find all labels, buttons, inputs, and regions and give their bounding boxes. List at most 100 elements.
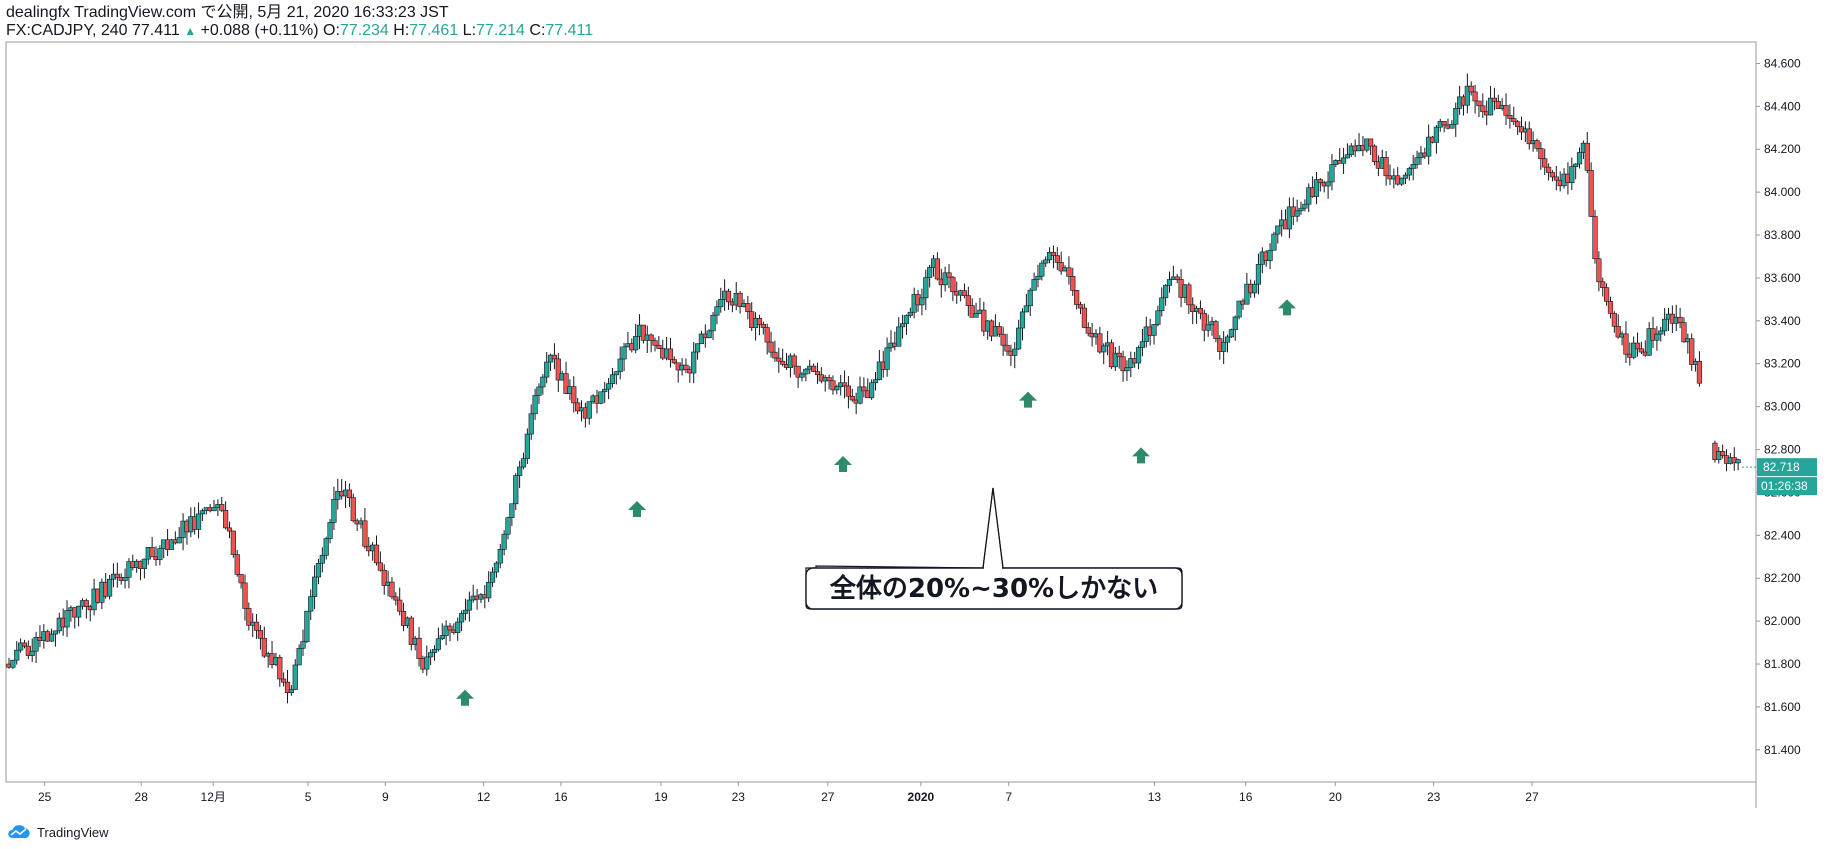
candle-up xyxy=(157,548,163,560)
candle-up xyxy=(884,347,890,370)
arrow-markers-group xyxy=(456,299,1296,706)
candle-down xyxy=(1584,142,1590,171)
candle-down xyxy=(242,582,248,609)
candle-down xyxy=(1050,252,1057,256)
candle-down xyxy=(416,637,422,659)
candle-up xyxy=(1340,157,1347,164)
candle-down xyxy=(841,382,848,387)
candle-down xyxy=(737,292,743,307)
candle-up xyxy=(1046,252,1053,261)
price-tick-label: 84.600 xyxy=(1764,56,1801,70)
candle-down xyxy=(996,326,1002,335)
candle-down xyxy=(393,596,399,601)
last-price-label: 82.718 xyxy=(1763,460,1800,474)
candle-up xyxy=(327,522,333,539)
time-tick-label: 9 xyxy=(382,790,389,804)
candle-down xyxy=(1604,287,1610,302)
candle-down xyxy=(246,608,252,626)
candle-up xyxy=(706,330,712,339)
candle-down xyxy=(725,290,732,303)
candle-up xyxy=(462,609,469,614)
time-tick-label: 16 xyxy=(554,790,568,804)
time-axis[interactable]: 25 28 12月 5 9 12 16 19 23 27 2020 7 13 16 20 23 27 xyxy=(38,782,1539,804)
time-tick-label: 19 xyxy=(654,790,668,804)
candle-up xyxy=(1325,181,1331,187)
candle-up xyxy=(1135,347,1142,364)
candle-up xyxy=(486,581,492,599)
candle-down xyxy=(114,573,120,578)
candle-down xyxy=(1472,91,1478,102)
candle-up xyxy=(211,507,217,512)
candle-up xyxy=(528,413,534,435)
time-tick-label: 16 xyxy=(1239,790,1253,804)
candle-down xyxy=(219,504,225,511)
candle-down xyxy=(1476,100,1482,107)
candle-down xyxy=(764,327,770,343)
candle-down xyxy=(1681,322,1687,343)
candle-down xyxy=(346,489,353,498)
candle-down xyxy=(826,377,832,382)
up-arrow-icon xyxy=(834,455,852,472)
candle-up xyxy=(18,642,24,651)
candle-down xyxy=(238,574,244,584)
candle-up xyxy=(907,311,913,316)
candle-down xyxy=(149,546,155,558)
candle-up xyxy=(536,386,542,396)
candle-down xyxy=(756,318,763,325)
candle-up xyxy=(1163,285,1169,299)
candle-up xyxy=(1275,225,1281,235)
candle-down xyxy=(1542,158,1548,168)
candle-up xyxy=(513,475,519,505)
candle-down xyxy=(1592,216,1598,260)
candle-down xyxy=(1623,333,1629,355)
candle-down xyxy=(1000,333,1006,346)
candle-up xyxy=(64,610,70,628)
candle-down xyxy=(1174,276,1180,280)
candle-up xyxy=(903,315,910,324)
candle-down xyxy=(640,324,647,341)
time-tick-label: 12月 xyxy=(201,790,226,804)
change-value: +0.088 (+0.11%) xyxy=(200,22,319,39)
price-axis[interactable]: 84.600 84.400 84.200 84.000 83.800 83.600 83.4… xyxy=(1756,56,1801,757)
candle-up xyxy=(609,374,616,384)
candle-down xyxy=(257,630,264,639)
candle-up xyxy=(106,578,113,597)
candle-up xyxy=(927,267,933,278)
candle-down xyxy=(230,530,236,555)
candle-up xyxy=(1344,154,1351,159)
candle-down xyxy=(1054,255,1060,263)
candle-up xyxy=(1569,166,1575,184)
candle-up xyxy=(1221,341,1227,352)
candle-down xyxy=(811,365,817,372)
candle-up xyxy=(1449,123,1455,129)
candle-up xyxy=(1043,259,1049,264)
candle-down xyxy=(652,340,658,346)
candle-up xyxy=(1139,341,1146,348)
chart-frame xyxy=(5,41,1757,783)
candle-up xyxy=(691,351,697,374)
candle-down xyxy=(845,385,852,397)
candle-up xyxy=(1236,300,1242,318)
candle-up xyxy=(439,635,445,640)
candle-down xyxy=(1677,316,1683,323)
price-tags: 82.718 01:26:38 xyxy=(1742,458,1817,496)
price-tick-label: 82.400 xyxy=(1764,528,1801,542)
candle-up xyxy=(544,361,550,378)
candle-up xyxy=(896,326,902,347)
price-tick-label: 83.800 xyxy=(1764,228,1801,242)
candle-up xyxy=(331,499,337,523)
candle-down xyxy=(830,380,836,391)
candle-down xyxy=(950,276,956,292)
candle-up xyxy=(1662,318,1668,332)
time-tick-label: 23 xyxy=(732,790,746,804)
candle-down xyxy=(776,357,782,362)
candle-down xyxy=(1534,140,1540,149)
price-tick-label: 82.800 xyxy=(1764,443,1801,457)
time-tick-label: 5 xyxy=(305,790,312,804)
tradingview-cloud-icon xyxy=(8,825,30,838)
price-tick-label: 84.400 xyxy=(1764,99,1801,113)
candle-up xyxy=(48,633,55,642)
time-tick-label: 25 xyxy=(38,790,52,804)
candle-up xyxy=(1012,348,1018,356)
